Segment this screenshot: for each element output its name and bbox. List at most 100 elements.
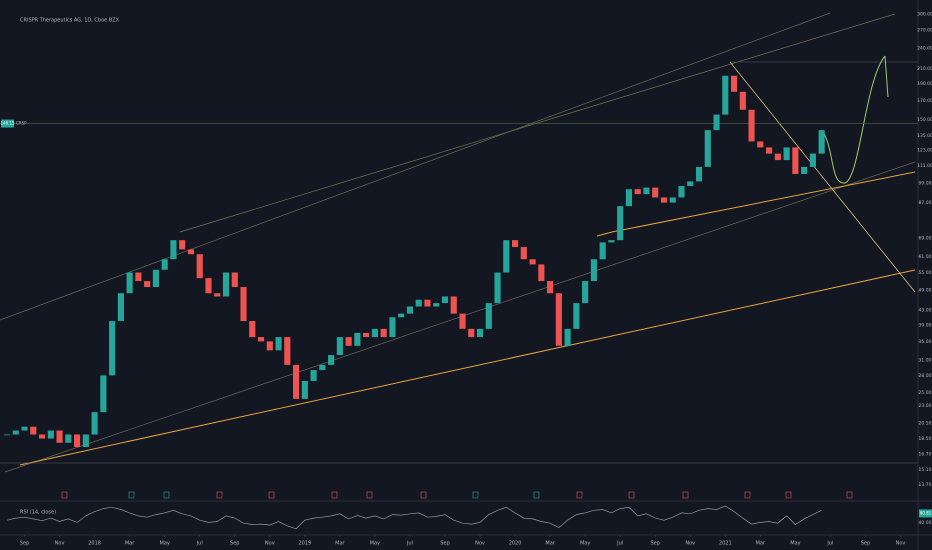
event-marker [128, 491, 135, 499]
x-tick-label: May [160, 541, 170, 547]
candle [424, 299, 431, 307]
candle [476, 328, 484, 338]
y-tick-label: 69.00 [919, 235, 932, 241]
y-tick-label: 240.00 [917, 45, 932, 51]
candle [82, 434, 89, 448]
candle [56, 430, 63, 443]
candle [730, 75, 738, 92]
trend-line [0, 12, 831, 321]
rsi-last-label: 60.81 [920, 510, 932, 515]
candle [126, 272, 133, 294]
y-tick-label: 35.00 [919, 339, 932, 345]
x-tick-label: Nov [475, 541, 485, 547]
x-tick-label: Mar [545, 541, 555, 547]
x-tick-label: Jul [406, 541, 413, 547]
y-tick-label: 28.00 [919, 373, 932, 379]
candle [503, 240, 510, 273]
x-tick-label: Sep [650, 541, 659, 547]
y-tick-label: 20.50 [919, 420, 932, 426]
x-tick-label: Jul [616, 541, 623, 547]
candle [547, 281, 554, 294]
rsi-tick-label: 40.00 [919, 520, 932, 526]
candle [266, 341, 273, 351]
trend-line [179, 13, 896, 233]
candle [538, 264, 545, 282]
trend-line [19, 269, 916, 466]
candle [660, 197, 668, 203]
candle [389, 317, 396, 338]
y-tick-label: 43.00 [919, 308, 932, 314]
candle [450, 296, 457, 314]
event-marker [420, 491, 427, 499]
candle [555, 293, 562, 346]
candle [328, 355, 335, 365]
candle [687, 181, 694, 187]
candle [109, 321, 116, 376]
candle [249, 321, 256, 338]
y-tick-label: 61.00 [919, 254, 932, 260]
candle [748, 109, 755, 142]
last-price-box [1, 119, 14, 128]
candle [406, 306, 414, 314]
candle [3, 434, 11, 436]
candle [704, 130, 711, 167]
candle [590, 259, 597, 282]
candle [161, 259, 168, 270]
event-marker [628, 491, 635, 499]
candle [21, 426, 28, 431]
candle [809, 153, 816, 167]
x-tick-label: Nov [685, 541, 695, 547]
x-tick-label: Sep [230, 541, 239, 547]
y-tick-label: 23.00 [919, 403, 932, 409]
x-tick-label: Nov [265, 541, 275, 547]
event-marker [268, 491, 275, 499]
candle [187, 249, 195, 255]
x-tick-label: Jul [196, 541, 203, 547]
candle [643, 187, 650, 195]
y-tick-label: 87.00 [919, 200, 932, 206]
y-tick-label: 300.00 [917, 11, 932, 17]
candle [152, 269, 159, 288]
candle [494, 272, 501, 304]
candle [100, 375, 107, 413]
candle [275, 337, 282, 351]
y-tick-label: 150.00 [917, 117, 932, 123]
trend-line [729, 61, 916, 293]
forecast-path [821, 55, 889, 184]
candle [818, 130, 825, 154]
candle [669, 197, 676, 203]
candle [30, 426, 37, 435]
candle [257, 337, 265, 342]
event-marker [331, 491, 338, 499]
candle [415, 299, 422, 307]
candle [336, 337, 343, 356]
candle [179, 240, 186, 250]
candle [582, 281, 589, 304]
trend-line [596, 171, 916, 237]
x-tick-label: Nov [896, 541, 906, 547]
candle [38, 434, 46, 439]
event-marker [533, 491, 540, 499]
rsi-last-box [919, 509, 932, 518]
event-marker [366, 491, 373, 499]
x-tick-label: Mar [756, 541, 766, 547]
symbol-label: CRSP [16, 121, 27, 126]
rsi-title: RSI (14, close) [20, 510, 56, 516]
x-tick-label: May [580, 541, 590, 547]
x-tick-label: May [370, 541, 380, 547]
event-markers [61, 491, 853, 499]
x-tick-label: Nov [55, 541, 65, 547]
x-tick-label: Jul [826, 541, 833, 547]
candle [144, 281, 151, 288]
y-tick-label: 16.70 [919, 452, 932, 458]
y-tick-label: 49.00 [919, 288, 932, 294]
x-tick-label: Mar [335, 541, 345, 547]
candle [739, 91, 746, 110]
candle [608, 240, 615, 243]
candles [3, 75, 825, 448]
x-tick-label: 2020 [509, 541, 522, 547]
candle [573, 303, 580, 329]
candle [468, 328, 475, 338]
candle [91, 412, 98, 435]
